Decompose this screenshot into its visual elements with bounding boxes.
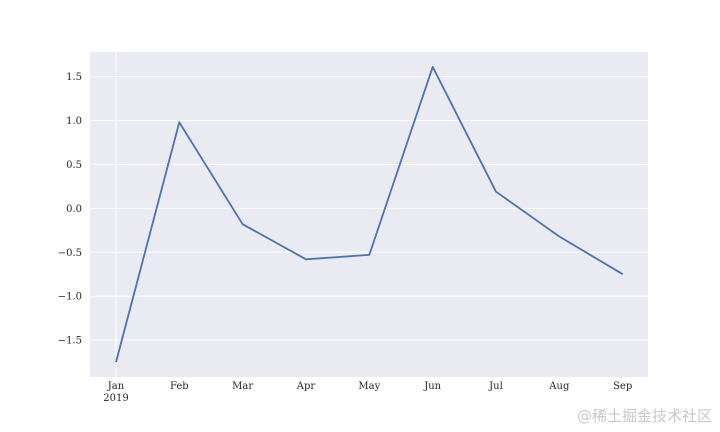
- plot-area: [90, 52, 648, 377]
- x-tick-label: May: [358, 381, 380, 392]
- x-tick-label: Jan: [107, 381, 125, 392]
- x-tick-label: Jul: [488, 381, 503, 392]
- x-tick-label: Aug: [548, 381, 570, 392]
- x-tick-label: Jun: [423, 381, 441, 392]
- y-tick-label: −1.5: [58, 336, 82, 347]
- x-tick-label: Apr: [296, 381, 316, 392]
- series-line: [115, 66, 624, 363]
- y-tick-label: 1.5: [66, 72, 82, 83]
- y-tick-label: −0.5: [58, 248, 82, 259]
- y-tick-label: 1.0: [66, 116, 82, 127]
- y-tick-label: 0.5: [66, 160, 82, 171]
- x-tick-label: Feb: [170, 381, 189, 392]
- y-tick-label: −1.0: [58, 292, 82, 303]
- x-tick-label: Sep: [613, 381, 632, 392]
- x-tick-label: Mar: [232, 381, 253, 392]
- y-tick-label: 0.0: [66, 204, 82, 215]
- x-year-label: 2019: [103, 393, 128, 404]
- watermark: @稀土掘金技术社区: [576, 407, 712, 425]
